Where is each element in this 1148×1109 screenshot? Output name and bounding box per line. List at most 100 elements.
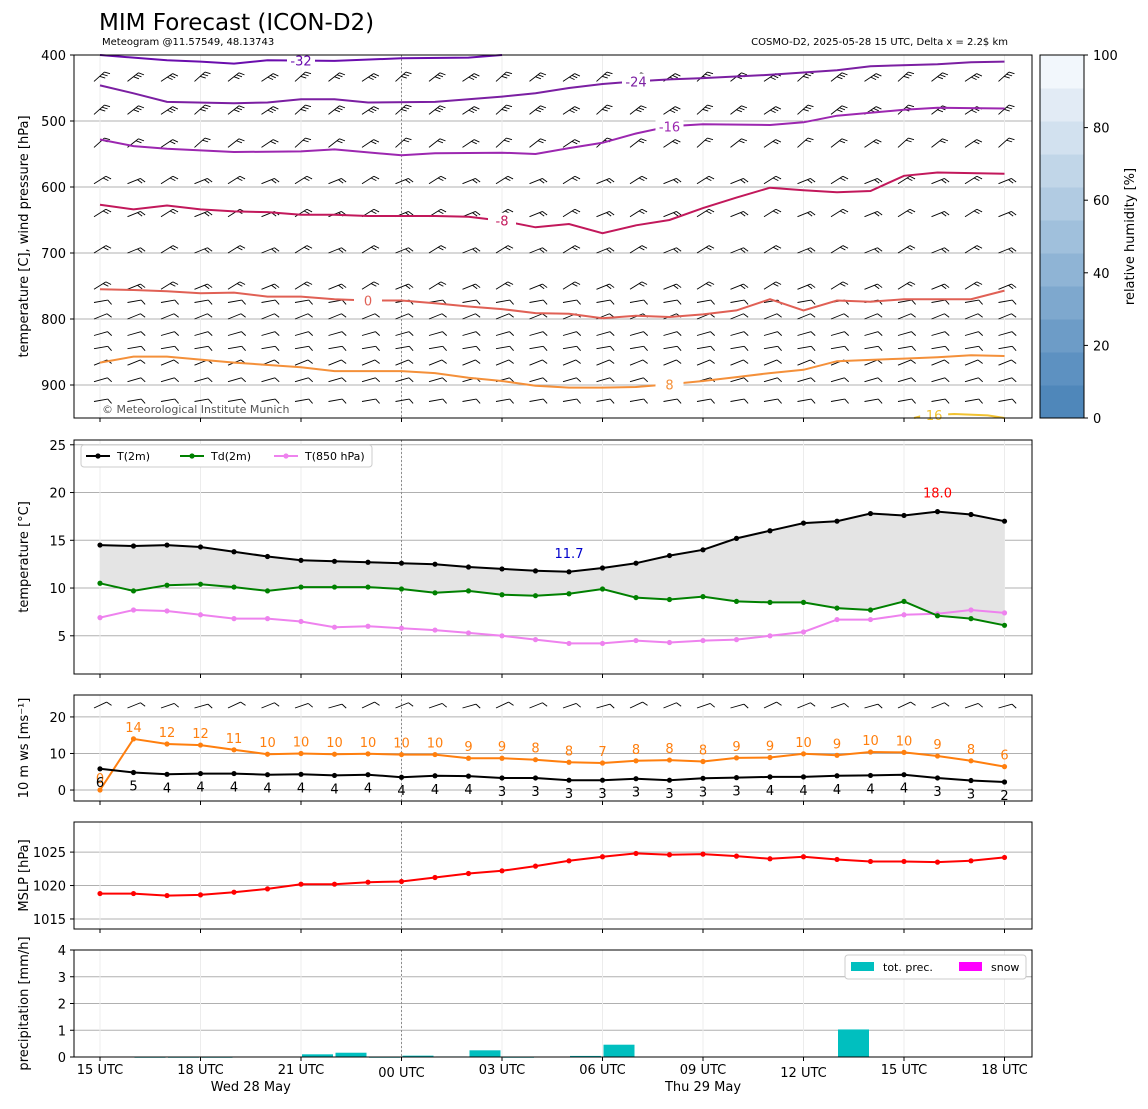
barb-feather bbox=[810, 283, 816, 288]
data-point bbox=[700, 637, 706, 644]
value-label: 9 bbox=[933, 738, 941, 753]
data-point bbox=[231, 770, 237, 777]
barb-feather bbox=[741, 105, 748, 109]
wind-barb bbox=[227, 377, 247, 383]
data-point bbox=[197, 742, 204, 748]
wind-barb bbox=[864, 377, 883, 383]
barb-feather bbox=[509, 345, 514, 351]
barb-feather bbox=[576, 345, 581, 351]
barb-feather bbox=[839, 107, 846, 111]
wind-barb bbox=[127, 377, 146, 383]
barb-feather bbox=[172, 106, 179, 110]
barb-feather bbox=[475, 703, 481, 709]
wind-barb bbox=[730, 398, 749, 404]
barb-staff bbox=[629, 345, 644, 350]
barb-staff bbox=[462, 247, 476, 254]
barb-feather bbox=[508, 313, 514, 318]
barb-feather bbox=[236, 246, 243, 251]
barb-staff bbox=[663, 106, 676, 115]
td2m-line bbox=[99, 582, 1005, 627]
barb-feather bbox=[542, 283, 548, 288]
barb-feather bbox=[306, 175, 313, 180]
barb-feather bbox=[172, 139, 179, 143]
barb-feather bbox=[704, 73, 711, 77]
wind-barb bbox=[361, 313, 380, 320]
barb-staff bbox=[428, 359, 443, 366]
data-point bbox=[532, 757, 539, 763]
barb-feather bbox=[169, 210, 176, 215]
value-label: 4 bbox=[364, 782, 372, 797]
barb-staff bbox=[294, 359, 309, 366]
barb-feather bbox=[844, 331, 850, 336]
barb-feather bbox=[236, 140, 243, 144]
barb-feather bbox=[743, 211, 749, 216]
barb-staff bbox=[495, 398, 510, 402]
legend-label: tot. prec. bbox=[883, 961, 933, 974]
wind-barb bbox=[864, 703, 883, 709]
data-point bbox=[398, 586, 405, 592]
wind-barb bbox=[629, 377, 649, 383]
value-label: 4 bbox=[866, 782, 874, 797]
barb-staff bbox=[696, 398, 711, 402]
barb-staff bbox=[562, 73, 575, 82]
barb-staff bbox=[462, 331, 477, 336]
data-point bbox=[834, 773, 840, 779]
barb-staff bbox=[797, 345, 812, 350]
barb-feather bbox=[741, 138, 748, 142]
barb-feather bbox=[408, 702, 414, 707]
barb-feather bbox=[542, 345, 548, 351]
y-tick-label: 4 bbox=[58, 944, 66, 959]
barb-feather bbox=[336, 140, 343, 144]
wind-barb bbox=[964, 139, 983, 148]
barb-feather bbox=[439, 72, 446, 76]
data-point bbox=[130, 769, 137, 776]
barb-feather bbox=[741, 72, 748, 76]
barb-feather bbox=[339, 138, 346, 142]
barb-feather bbox=[1008, 71, 1015, 75]
barb-feather bbox=[475, 313, 481, 318]
barb-feather bbox=[107, 377, 113, 383]
wind-barb bbox=[730, 359, 749, 366]
wind-barb bbox=[964, 299, 983, 305]
barb-feather bbox=[102, 246, 109, 251]
value-label: 10 bbox=[795, 736, 812, 751]
wind-barb bbox=[964, 345, 983, 351]
barb-feather bbox=[609, 703, 615, 709]
barb-feather bbox=[743, 313, 749, 318]
barb-feather bbox=[238, 105, 245, 109]
barb-staff bbox=[797, 137, 809, 148]
data-point bbox=[97, 542, 103, 548]
barb-feather bbox=[707, 137, 714, 141]
barb-feather bbox=[909, 281, 916, 285]
barb-feather bbox=[207, 283, 213, 288]
barb-staff bbox=[864, 211, 878, 218]
wind-barb bbox=[127, 702, 146, 709]
barb-feather bbox=[508, 701, 514, 706]
barb-staff bbox=[428, 245, 442, 254]
barb-feather bbox=[437, 210, 444, 215]
barb-feather bbox=[270, 140, 276, 145]
barb-feather bbox=[910, 701, 916, 706]
barb-feather bbox=[772, 283, 779, 287]
data-point bbox=[164, 608, 170, 614]
barb-feather bbox=[341, 283, 347, 288]
wind-barb bbox=[629, 208, 648, 218]
barb-staff bbox=[830, 175, 844, 185]
barb-feather bbox=[870, 76, 877, 81]
barb-staff bbox=[495, 104, 507, 115]
barb-staff bbox=[562, 331, 577, 336]
data-point bbox=[800, 854, 807, 860]
wind-barb bbox=[797, 702, 816, 709]
barb-staff bbox=[897, 208, 911, 218]
barb-staff bbox=[328, 178, 342, 185]
barb-feather bbox=[503, 73, 510, 77]
value-label: 4 bbox=[766, 784, 774, 799]
barb-staff bbox=[160, 73, 173, 82]
barb-feather bbox=[308, 331, 314, 336]
wind-barb bbox=[931, 138, 949, 148]
barb-feather bbox=[643, 331, 649, 336]
barb-feather bbox=[302, 139, 309, 143]
barb-feather bbox=[775, 175, 782, 180]
barb-feather bbox=[807, 179, 813, 184]
data-point bbox=[231, 616, 237, 622]
